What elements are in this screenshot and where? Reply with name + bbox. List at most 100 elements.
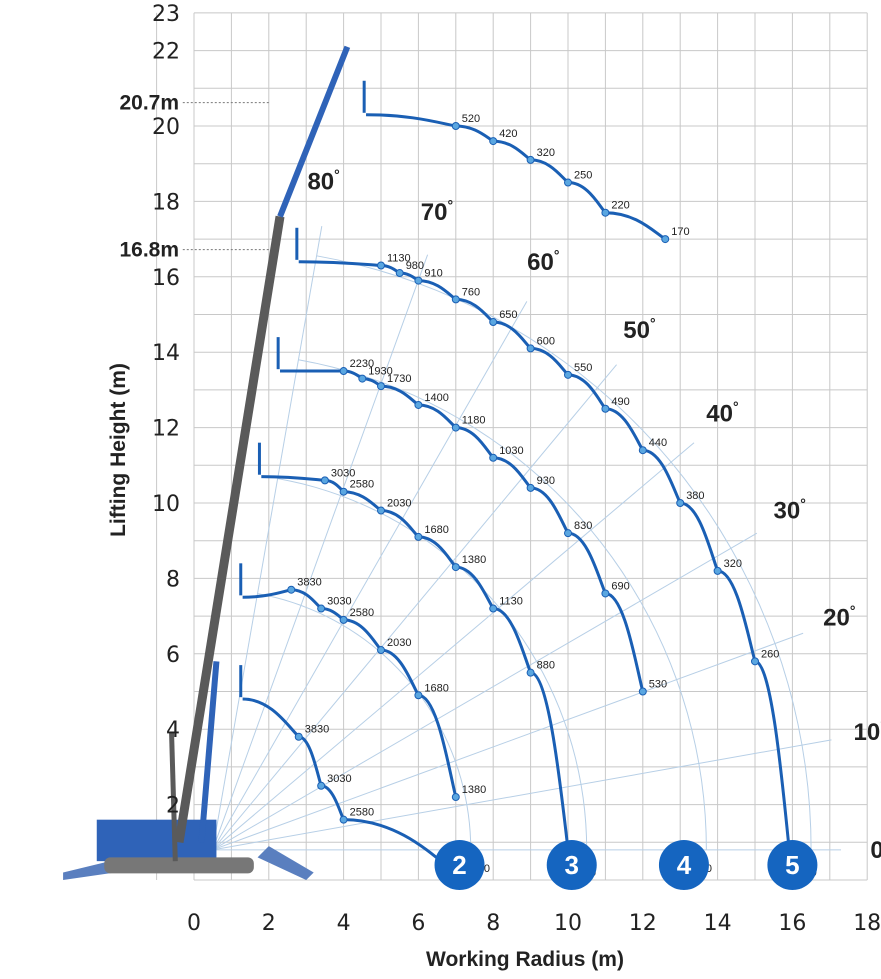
x-tick-label: 16 xyxy=(778,911,806,936)
capacity-label: 1130 xyxy=(387,252,411,264)
degree-sign: ° xyxy=(650,315,656,331)
load-point xyxy=(339,487,348,496)
angle-ray xyxy=(212,532,758,851)
angle-ray xyxy=(212,442,695,851)
y-tick-label: 22 xyxy=(152,40,180,65)
y-tick-label: 23 xyxy=(152,2,180,27)
capacity-label: 1680 xyxy=(424,524,448,536)
degree-sign: ° xyxy=(733,399,739,415)
degree-sign: ° xyxy=(447,197,453,213)
load-point xyxy=(713,566,722,575)
capacity-label: 2030 xyxy=(387,498,411,510)
x-tick-label: 10 xyxy=(554,911,582,936)
load-point xyxy=(601,208,610,217)
angle-label: 10° xyxy=(854,717,881,746)
capacity-label: 320 xyxy=(724,558,742,570)
capacity-label: 1380 xyxy=(462,784,486,796)
load-point xyxy=(377,261,385,270)
section-badge xyxy=(767,840,818,890)
capacity-label: 3030 xyxy=(331,467,355,479)
load-point xyxy=(414,276,423,285)
load-point xyxy=(377,506,385,515)
capacity-label: 170 xyxy=(671,226,689,238)
load-point xyxy=(358,374,367,383)
section-badge xyxy=(658,840,709,890)
capacity-label: 600 xyxy=(537,335,555,347)
load-point xyxy=(564,178,572,187)
height-marker-label: 16.8m xyxy=(119,239,179,262)
section-badge-label: 2 xyxy=(452,850,466,880)
capacity-label: 1930 xyxy=(368,366,392,378)
capacity-label: 440 xyxy=(649,437,667,449)
capacity-label: 3830 xyxy=(297,577,321,589)
load-point xyxy=(339,615,348,624)
load-point xyxy=(489,318,498,327)
load-point xyxy=(526,155,535,164)
load-point xyxy=(287,585,296,594)
x-tick-label: 12 xyxy=(629,911,657,936)
load-point xyxy=(414,532,423,541)
capacity-label: 1680 xyxy=(424,682,448,694)
reference-arc xyxy=(257,593,472,850)
capacity-label: 1380 xyxy=(462,554,486,566)
load-point xyxy=(638,446,647,455)
load-point xyxy=(377,382,385,391)
capacity-label: 830 xyxy=(574,520,592,532)
capacity-label: 320 xyxy=(537,147,555,159)
angle-ray xyxy=(212,632,804,851)
load-point xyxy=(395,269,404,278)
y-axis-title: Lifting Height (m) xyxy=(107,363,130,537)
x-tick-label: 4 xyxy=(337,911,351,936)
angle-ray xyxy=(212,301,528,851)
angle-ray xyxy=(212,254,429,851)
load-point xyxy=(601,404,610,413)
capacity-label: 980 xyxy=(406,260,424,272)
y-tick-label: 6 xyxy=(166,643,180,668)
section-badge-label: 4 xyxy=(677,850,692,880)
capacity-label: 1030 xyxy=(499,445,523,457)
capacity-label: 3030 xyxy=(327,596,351,608)
load-point xyxy=(489,137,498,146)
reference-arc xyxy=(277,478,588,850)
capacity-label: 1180 xyxy=(462,415,486,427)
load-point xyxy=(294,732,303,741)
load-point xyxy=(317,781,326,790)
crane-body xyxy=(96,819,217,862)
x-axis-title: Working Radius (m) xyxy=(426,948,624,971)
load-point xyxy=(451,295,460,304)
load-point xyxy=(317,604,326,613)
y-tick-label: 8 xyxy=(166,567,180,592)
load-curve-3 xyxy=(261,475,574,881)
angle-label: 20° xyxy=(823,603,855,632)
load-point xyxy=(414,400,423,409)
y-tick-label: 20 xyxy=(152,115,180,140)
angle-ray xyxy=(212,739,832,851)
capacity-label: 490 xyxy=(611,396,629,408)
boom-main xyxy=(174,215,285,844)
capacity-label: 3830 xyxy=(305,724,329,736)
load-point xyxy=(339,815,348,824)
capacity-label: 380 xyxy=(686,490,704,502)
x-tick-label: 18 xyxy=(853,911,881,936)
capacity-label: 2230 xyxy=(350,358,374,370)
load-point xyxy=(526,483,535,492)
load-point xyxy=(564,370,572,379)
angle-rays xyxy=(212,226,842,851)
y-tick-label: 10 xyxy=(152,492,180,517)
load-point xyxy=(751,657,759,666)
load-curves xyxy=(239,80,797,884)
capacity-label: 1730 xyxy=(387,373,411,385)
x-tick-label: 8 xyxy=(486,911,500,936)
angle-label: 50° xyxy=(623,315,655,344)
capacity-label: 520 xyxy=(462,113,480,125)
angle-label: 80° xyxy=(307,167,339,196)
section-badge xyxy=(546,840,597,890)
y-tick-label: 16 xyxy=(152,266,180,291)
x-tick-label: 0 xyxy=(187,911,201,936)
degree-sign: ° xyxy=(554,247,560,263)
capacity-label: 3030 xyxy=(327,773,351,785)
load-point xyxy=(451,122,460,130)
load-point xyxy=(526,668,535,677)
x-tick-label: 2 xyxy=(262,911,276,936)
